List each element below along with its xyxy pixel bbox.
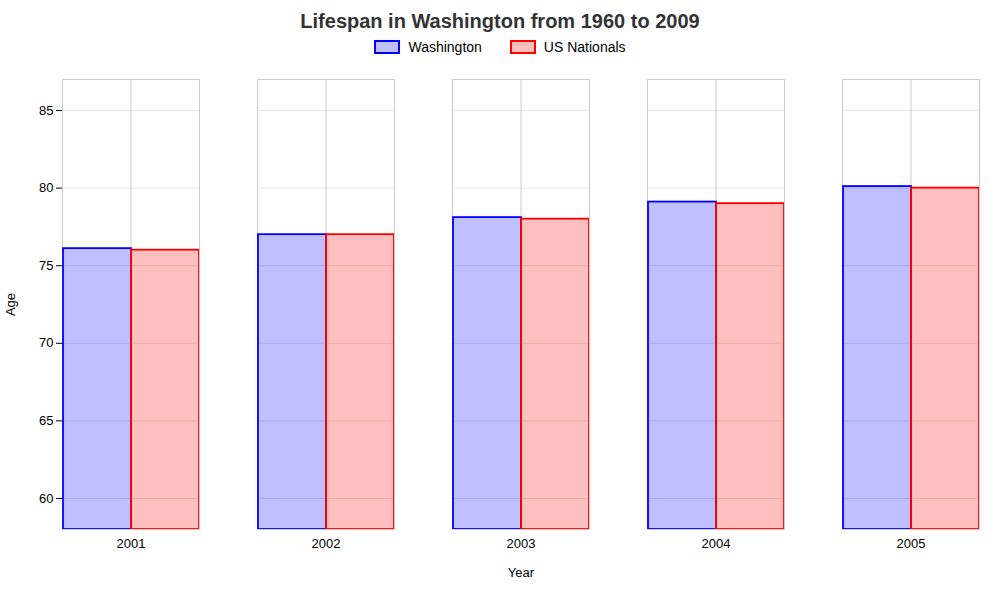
html-text:US Nationals: US Nationals [543,39,626,55]
svg-text:2003: 2003 [507,536,536,551]
svg-text:85: 85 [39,103,53,118]
svg-text:Age: Age [3,293,18,316]
html-text:Lifespan in Washington from 19: Lifespan in Washington from 1960 to 2009 [300,10,700,32]
svg-text:Year: Year [508,565,535,580]
svg-text:80: 80 [39,180,53,195]
svg-text:2004: 2004 [702,536,731,551]
svg-text:60: 60 [39,491,53,506]
svg-text:75: 75 [39,258,53,273]
svg-text:70: 70 [39,335,53,350]
svg-text:2005: 2005 [897,536,926,551]
html-text:Washington: Washington [408,39,482,55]
svg-text:65: 65 [39,413,53,428]
svg-text:2002: 2002 [312,536,341,551]
svg-text:2001: 2001 [117,536,146,551]
